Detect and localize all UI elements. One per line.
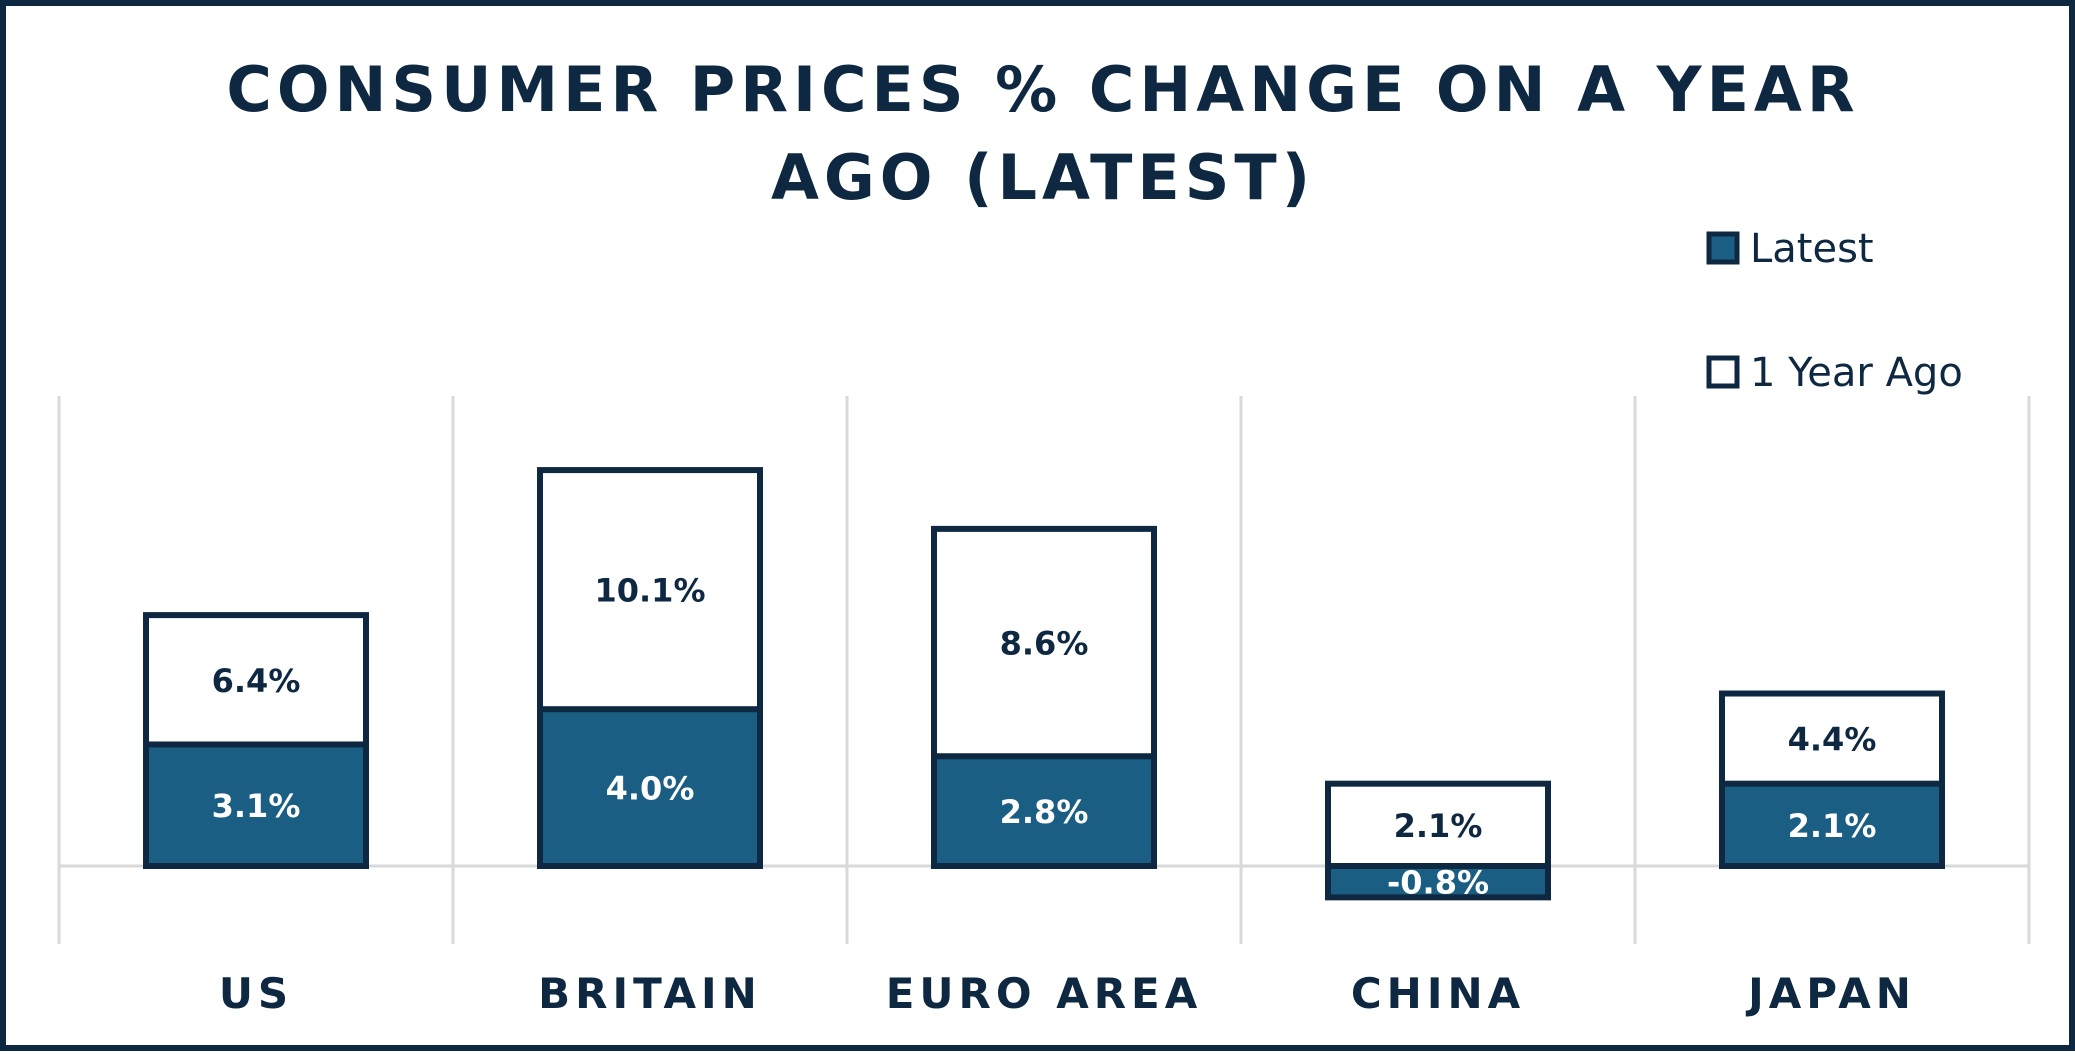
legend-swatch: [1706, 355, 1740, 389]
data-label-latest: 4.0%: [606, 770, 695, 808]
chart-title: CONSUMER PRICES % CHANGE ON A YEAR AGO (L…: [226, 53, 1859, 214]
category-label: CHINA: [1351, 969, 1525, 1018]
category-label: BRITAIN: [538, 969, 762, 1018]
bar-latest: [1719, 780, 1945, 869]
legend-item-latest: Latest: [1706, 226, 1874, 272]
legend-item-1-year-ago: 1 Year Ago: [1706, 350, 1963, 396]
data-label-1-year-ago: 10.1%: [594, 572, 705, 610]
bars: [143, 467, 1945, 901]
category-label: JAPAN: [1745, 969, 1916, 1018]
bar-latest: [1325, 863, 1551, 901]
data-label-latest: 3.1%: [212, 787, 301, 825]
data-label-1-year-ago: 8.6%: [1000, 625, 1089, 663]
bar-latest: [143, 741, 369, 869]
data-label-latest: -0.8%: [1387, 864, 1489, 902]
bar-latest: [537, 706, 763, 870]
legend-label: Latest: [1750, 226, 1874, 272]
data-label-1-year-ago: 2.1%: [1394, 807, 1483, 845]
category-axis: US BRITAIN EURO AREA CHINA JAPAN: [219, 969, 1916, 1018]
legend-swatch: [1706, 231, 1740, 265]
data-label-1-year-ago: 4.4%: [1788, 721, 1877, 759]
chart-title-line: CONSUMER PRICES % CHANGE ON A YEAR: [226, 53, 1859, 126]
chart: CONSUMER PRICES % CHANGE ON A YEAR AGO (L…: [57, 53, 2031, 1018]
data-label-latest: 2.8%: [1000, 793, 1089, 831]
legend: Latest 1 Year Ago: [1706, 226, 1963, 396]
bar-latest: [931, 753, 1157, 869]
data-label-1-year-ago: 6.4%: [212, 662, 301, 700]
category-label: EURO AREA: [886, 969, 1203, 1018]
data-label-latest: 2.1%: [1788, 807, 1877, 845]
category-label: US: [219, 969, 293, 1018]
legend-label: 1 Year Ago: [1750, 350, 1963, 396]
chart-title-line: AGO (LATEST): [771, 141, 1315, 214]
data-labels: 3.1% 6.4% 4.0% 10.1% 2.8% 8.6% -0.8% 2.1% 2.1% 4.…: [212, 572, 1877, 902]
